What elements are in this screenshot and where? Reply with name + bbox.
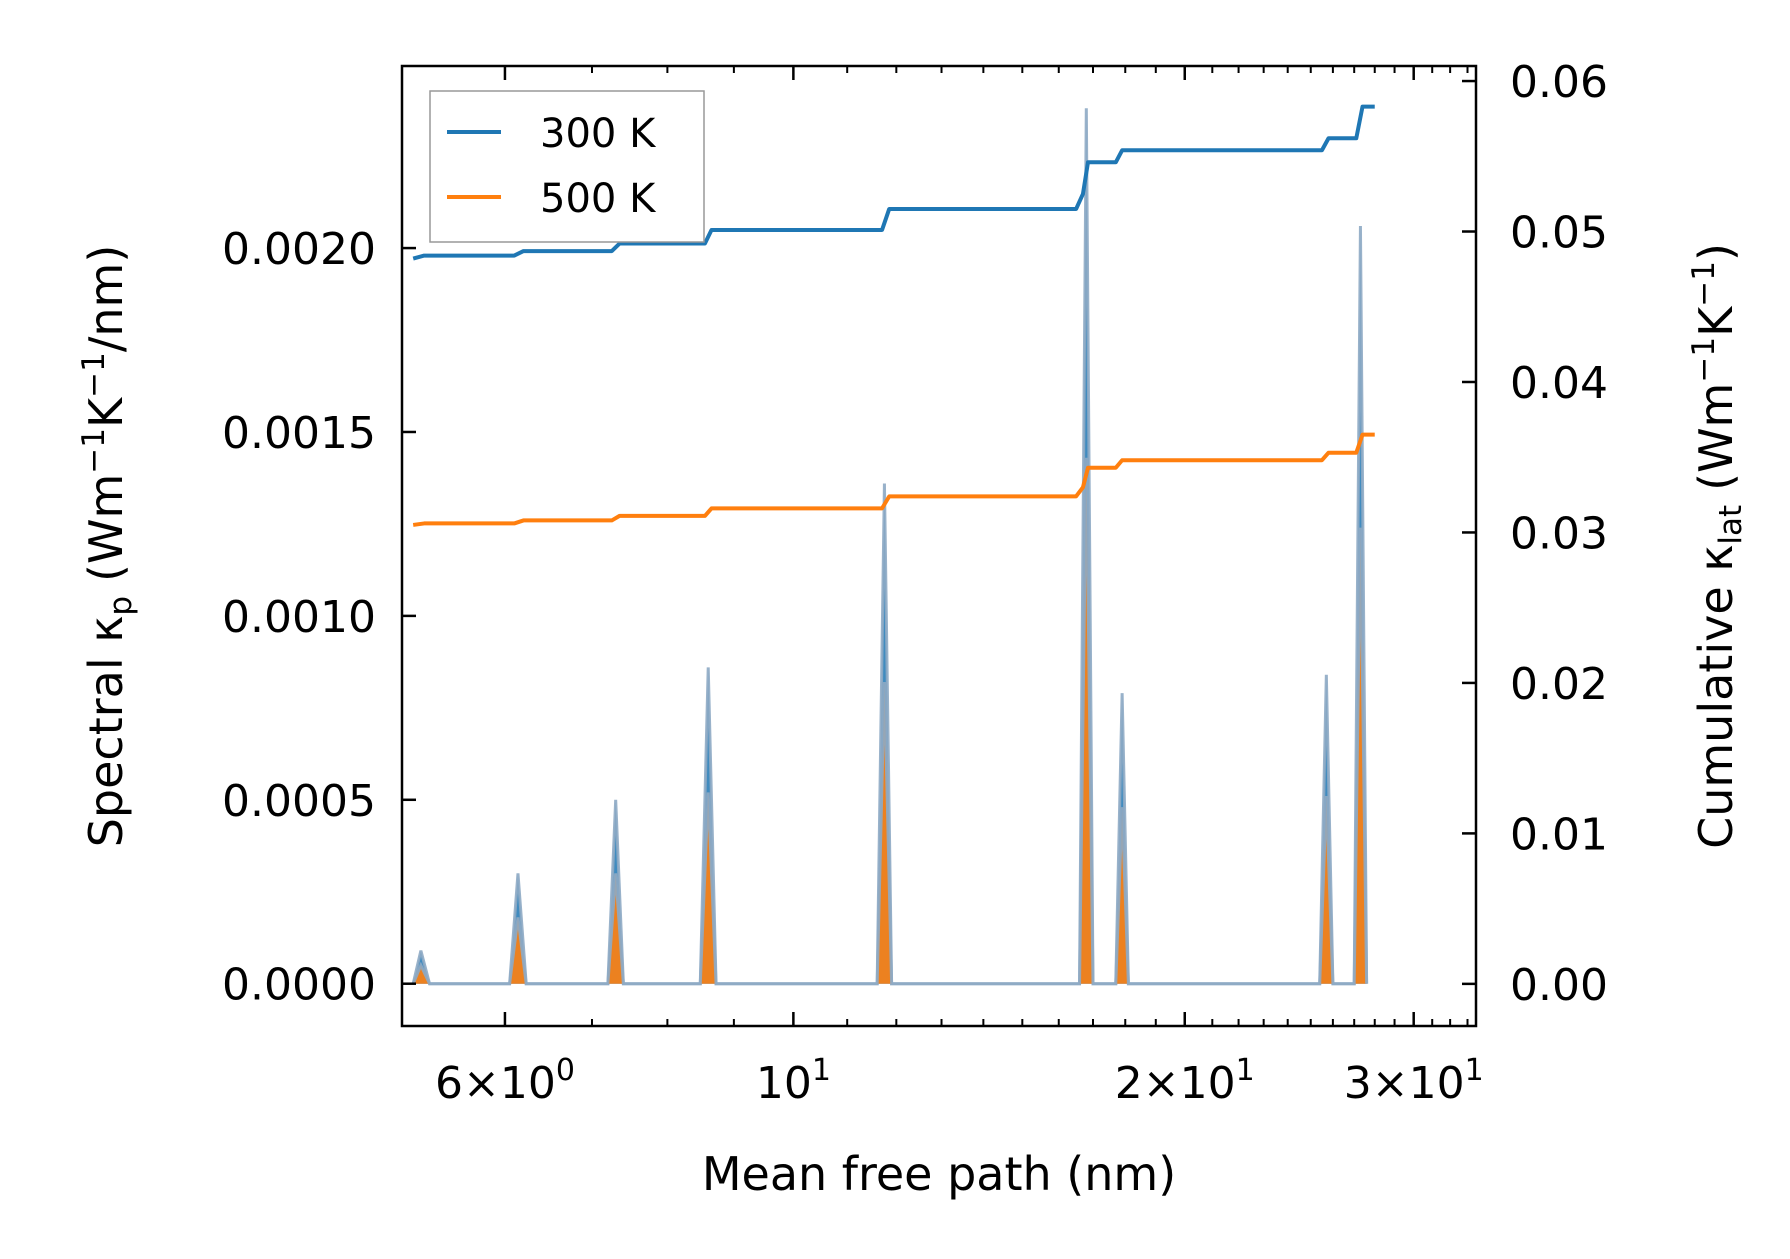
y-left-tick-label: 0.0000 — [222, 960, 376, 1011]
x-tick-label: 3×101 — [1344, 1053, 1484, 1109]
y-right-tick-label: 0.06 — [1510, 57, 1608, 108]
y-right-tick-label: 0.01 — [1510, 809, 1608, 860]
legend-label-500k: 500 K — [540, 176, 657, 222]
x-axis-label: Mean free path (nm) — [702, 1147, 1176, 1201]
x-tick-label: 2×101 — [1115, 1053, 1255, 1109]
cumulative-line-300k — [412, 104, 1375, 261]
y-left-tick-label: 0.0005 — [222, 776, 376, 827]
y-axis-label-left: Spectral κp(Wm−1K−1/nm) — [76, 245, 139, 848]
y-right-tick-label: 0.05 — [1510, 208, 1608, 259]
plot-content — [411, 104, 1375, 986]
x-tick-label: 101 — [756, 1053, 831, 1109]
x-tick-label: 6×100 — [435, 1053, 575, 1109]
y-left-tick-label: 0.0020 — [222, 224, 376, 275]
data-layer — [411, 104, 1375, 986]
y-right-tick-label: 0.04 — [1510, 358, 1608, 409]
spectral-line-300k — [411, 108, 1369, 986]
legend-label-300k: 300 K — [540, 111, 657, 157]
spectral-line-500k — [411, 457, 1369, 986]
y-left-tick-label: 0.0015 — [222, 408, 376, 459]
y-left-tick-label: 0.0010 — [222, 592, 376, 643]
y-right-tick-label: 0.02 — [1510, 659, 1608, 710]
y-right-tick-label: 0.03 — [1510, 508, 1608, 559]
y-axis-label-right: Cumulative κlat(Wm−1K−1) — [1686, 243, 1749, 849]
plot-frame — [400, 64, 1478, 1028]
legend-frame — [429, 90, 705, 243]
y-right-tick-label: 0.00 — [1510, 960, 1608, 1011]
legend: 300 K 500 K — [429, 90, 705, 243]
tick-labels: 6×100 101 2×101 3×101 0.0000 0.0005 0.0010 0.00… — [222, 57, 1608, 1109]
cumulative-line-500k — [412, 432, 1375, 527]
